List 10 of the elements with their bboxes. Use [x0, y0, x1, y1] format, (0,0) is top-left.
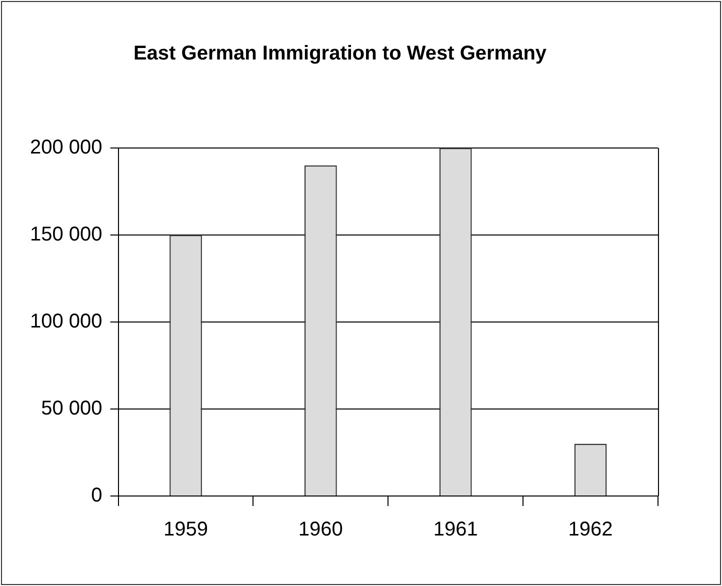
y-tick-label: 0 [91, 484, 102, 507]
y-tick-label: 200 000 [30, 136, 102, 159]
chart-title: East German Immigration to West Germany [133, 42, 548, 65]
x-tick-label: 1960 [298, 518, 343, 541]
y-tick-label: 50 000 [41, 398, 102, 420]
x-tick-label: 1962 [568, 518, 613, 541]
x-tick-label: 1961 [433, 518, 478, 541]
y-tick-label: 150 000 [30, 224, 102, 246]
y-tick-label: 100 000 [30, 310, 102, 333]
x-tick-label: 1959 [164, 518, 208, 541]
